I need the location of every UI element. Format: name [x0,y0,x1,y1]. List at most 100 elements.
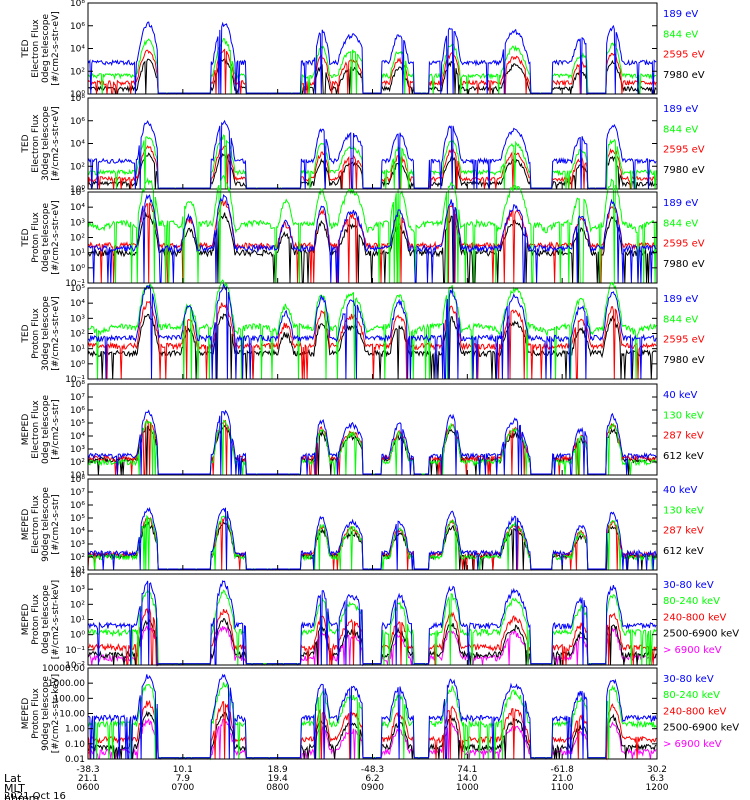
legend-entry: 612 keV [663,546,704,557]
legend-entry: 2500-6900 keV [663,629,739,640]
y-tick-label: 10⁵ [70,514,85,524]
y-tick-label: 10⁰ [70,360,85,370]
legend-entry: 189 eV [663,198,698,209]
series-line-844-ev [87,279,657,380]
panel-8: 0.01 0.10 1.00 10.00 100.00 1000.00 10000.00ME… [21,664,739,765]
y-tick-label: 10² [70,330,85,340]
panel-frame [87,2,658,95]
legend-entry: 189 eV [663,294,698,305]
legend-entry: 2595 eV [663,239,705,250]
y-tick-label: 0.01 [65,755,85,765]
panel-frame [87,667,658,760]
legend-entry: 240-800 keV [663,612,727,623]
y-axis-label: MEPEDProton Flux90deg telescope[#/cm2-s-… [21,674,61,753]
y-tick-label: 10³ [70,585,85,595]
y-axis-label: TEDProton Flux0deg telescope[#/cm2-s-str… [21,200,61,275]
footer-hhmm: 1100 [551,783,574,793]
y-tick-label: 10² [70,553,85,563]
y-tick-label: 10⁻¹ [65,375,85,385]
legend-entry: 844 eV [663,29,698,40]
footer-hhmm: 0900 [361,783,384,793]
y-axis-label: TEDElectron Flux0deg telescope[#/cm2-s-s… [21,11,61,86]
legend-entry: 30-80 keV [663,580,714,591]
footer-mlt: 6.2 [365,774,379,784]
date-label: 2021 Oct 16 [4,791,66,800]
y-axis-label: MEPEDProton Flux0deg telescope[#/cm2-s-s… [21,580,61,659]
legend-entry: 40 keV [663,485,697,496]
y-tick-label: 10⁻¹ [65,646,85,656]
y-tick-label: 10⁶ [70,22,85,32]
y-tick-label: 10⁸ [70,380,85,390]
legend-entry: 130 keV [663,505,704,516]
y-tick-label: 10⁸ [70,0,85,9]
y-tick-label: 10² [70,162,85,172]
y-tick-label: 10000.00 [42,664,85,674]
y-tick-label: 10¹ [70,566,85,576]
series-line-189-ev [87,283,657,380]
series-line-844-ev [87,174,657,284]
panel-4: 10⁻¹ 10⁰ 10¹ 10² 10³ 10⁴ 10⁵ TEDProton Flux30de… [21,279,705,385]
footer-hhmm: 0800 [266,783,289,793]
y-tick-label: 10⁵ [70,284,85,294]
y-axis-label: TEDElectron Flux30deg telescope[#/cm2-s-… [21,106,61,181]
series-line-844-ev [87,37,657,96]
footer-mlt: 21.1 [78,774,98,784]
footer-mlt: 6.3 [650,774,664,784]
legend-entry: 240-800 keV [663,706,727,717]
legend-entry: 80-240 keV [663,596,720,607]
legend-entry: 844 eV [663,124,698,135]
y-tick-label: 10² [70,600,85,610]
panel-3: 10⁻¹ 10⁰ 10¹ 10² 10³ 10⁴ 10⁵ TEDProton Flux0deg… [21,174,705,289]
footer-label-mlt: MLT [4,782,25,795]
y-tick-label: 10⁶ [70,406,85,416]
series-line-189-ev [87,21,657,96]
y-tick-label: 10⁴ [70,432,85,442]
series-line-612-kev [87,424,657,476]
y-tick-label: 10⁷ [70,393,85,403]
legend-entry: 2595 eV [663,335,705,346]
y-tick-label: 10⁴ [70,45,85,55]
y-tick-label: 10¹ [70,471,85,481]
legend-entry: 612 keV [663,451,704,462]
series-line-40-kev [87,409,657,476]
footer-lat: 10.1 [173,765,193,775]
legend-entry: 2595 eV [663,50,705,61]
footer-hhmm: 1000 [456,783,479,793]
y-tick-label: 10⁷ [70,488,85,498]
y-tick-label: 10⁴ [70,527,85,537]
footer-label-lat: Lat [4,772,22,785]
y-tick-label: 10³ [70,314,85,324]
legend-entry: > 6900 keV [663,739,722,750]
y-tick-label: 10⁸ [70,475,85,485]
footer-mlt: 14.0 [457,774,477,784]
series-line-2595-ev [87,48,657,96]
legend-entry: 287 keV [663,431,704,442]
legend-entry: 2500-6900 keV [663,723,739,734]
legend-entry: 130 keV [663,410,704,421]
y-tick-label: 10⁵ [70,188,85,198]
legend-entry: 287 keV [663,526,704,537]
y-tick-label: 10⁴ [70,570,85,580]
legend-entry: 7980 eV [663,165,705,176]
y-tick-label: 10³ [70,540,85,550]
footer-lat: 30.2 [647,765,667,775]
y-tick-label: 10⁰ [70,185,85,195]
legend-entry: 844 eV [663,314,698,325]
y-tick-label: 10⁰ [70,264,85,274]
y-tick-label: 10.00 [59,710,85,720]
series-line-7980-ev [87,211,657,284]
y-tick-label: 1.00 [65,725,85,735]
y-tick-label: 10² [70,458,85,468]
series-line-287-kev [87,516,657,571]
panel-frame [87,573,658,666]
y-tick-label: 100.00 [54,694,86,704]
y-tick-label: 0.10 [65,740,85,750]
y-tick-label: 10⁻² [65,661,85,671]
footer-lat: -48.3 [361,765,384,775]
y-tick-label: 10³ [70,218,85,228]
y-axis-label: TEDProton Flux30deg telescope[#/cm2-s-st… [21,296,61,371]
legend-entry: 189 eV [663,9,698,20]
panel-frame [87,97,658,190]
footer-mlt: 7.9 [176,774,191,784]
legend-entry: 7980 eV [663,355,705,366]
